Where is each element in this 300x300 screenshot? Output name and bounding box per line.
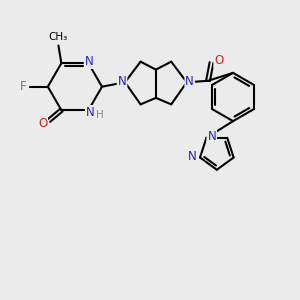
Text: O: O	[214, 54, 224, 67]
Text: N: N	[86, 106, 94, 119]
Text: CH₃: CH₃	[49, 32, 68, 42]
Text: N: N	[185, 75, 194, 88]
Text: N: N	[118, 75, 126, 88]
Text: N: N	[207, 130, 216, 143]
Text: F: F	[20, 80, 26, 93]
Text: H: H	[96, 110, 104, 120]
Text: N: N	[85, 55, 93, 68]
Text: O: O	[38, 117, 47, 130]
Text: N: N	[188, 149, 196, 163]
